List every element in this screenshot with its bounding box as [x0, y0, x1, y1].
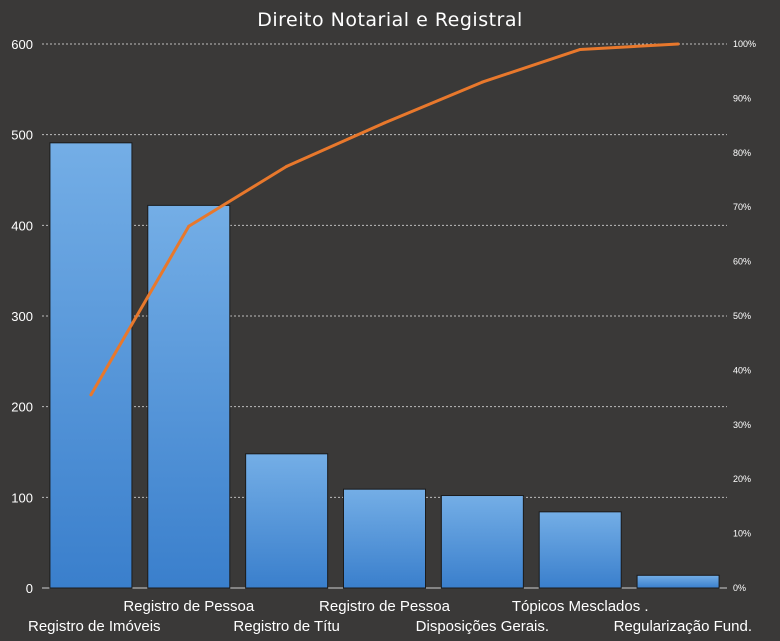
chart-title: Direito Notarial e Registral [257, 9, 523, 31]
y-axis-secondary: 0% 10% 20% 30% 40% 50% 60% 70% 80% 90% 100% [733, 39, 756, 593]
y-tick-label: 0 [26, 581, 33, 596]
line-point [480, 80, 484, 84]
y-tick-label: 600 [11, 37, 33, 52]
category-label: Regularização Fund. [614, 618, 752, 635]
y-tick-label: 300 [11, 309, 33, 324]
y2-tick-label: 70% [733, 202, 751, 212]
y2-tick-label: 90% [733, 93, 751, 103]
y2-tick-label: 20% [733, 474, 751, 484]
y-axis-primary: 0 100 200 300 400 500 600 [11, 37, 33, 596]
y-tick-label: 400 [11, 218, 33, 233]
line-point [89, 393, 93, 397]
y-tick-label: 100 [11, 490, 33, 505]
line-point [676, 42, 680, 46]
y-tick-label: 200 [11, 400, 33, 415]
category-label: Disposições Gerais. [416, 618, 549, 635]
y2-tick-label: 100% [733, 39, 756, 49]
category-label: Tópicos Mesclados . [512, 598, 649, 615]
bar [147, 204, 231, 589]
y2-tick-label: 40% [733, 365, 751, 375]
category-label: Registro de Pessoa [319, 598, 451, 615]
y2-tick-label: 50% [733, 311, 751, 321]
line-point [578, 47, 582, 51]
bars [49, 142, 720, 589]
y2-tick-label: 30% [733, 420, 751, 430]
category-label: Registro de Imóveis [28, 618, 161, 635]
bar [636, 574, 720, 589]
bar [245, 453, 329, 589]
category-label: Registro de Títu [233, 618, 339, 635]
line-point [285, 164, 289, 168]
bar [343, 488, 426, 589]
bar [440, 495, 524, 589]
line-point [187, 224, 191, 228]
line-point [383, 121, 386, 125]
category-label: Registro de Pessoa [123, 598, 255, 615]
bar [538, 511, 622, 589]
y2-tick-label: 60% [733, 257, 751, 267]
y2-tick-label: 80% [733, 148, 751, 158]
x-axis: Registro de Imóveis Registro de Pessoa Reg… [28, 598, 752, 635]
cumulative-line [89, 42, 680, 397]
y2-tick-label: 10% [733, 529, 751, 539]
y-tick-label: 500 [11, 128, 33, 143]
y2-tick-label: 0% [733, 583, 746, 593]
bar [49, 142, 133, 589]
